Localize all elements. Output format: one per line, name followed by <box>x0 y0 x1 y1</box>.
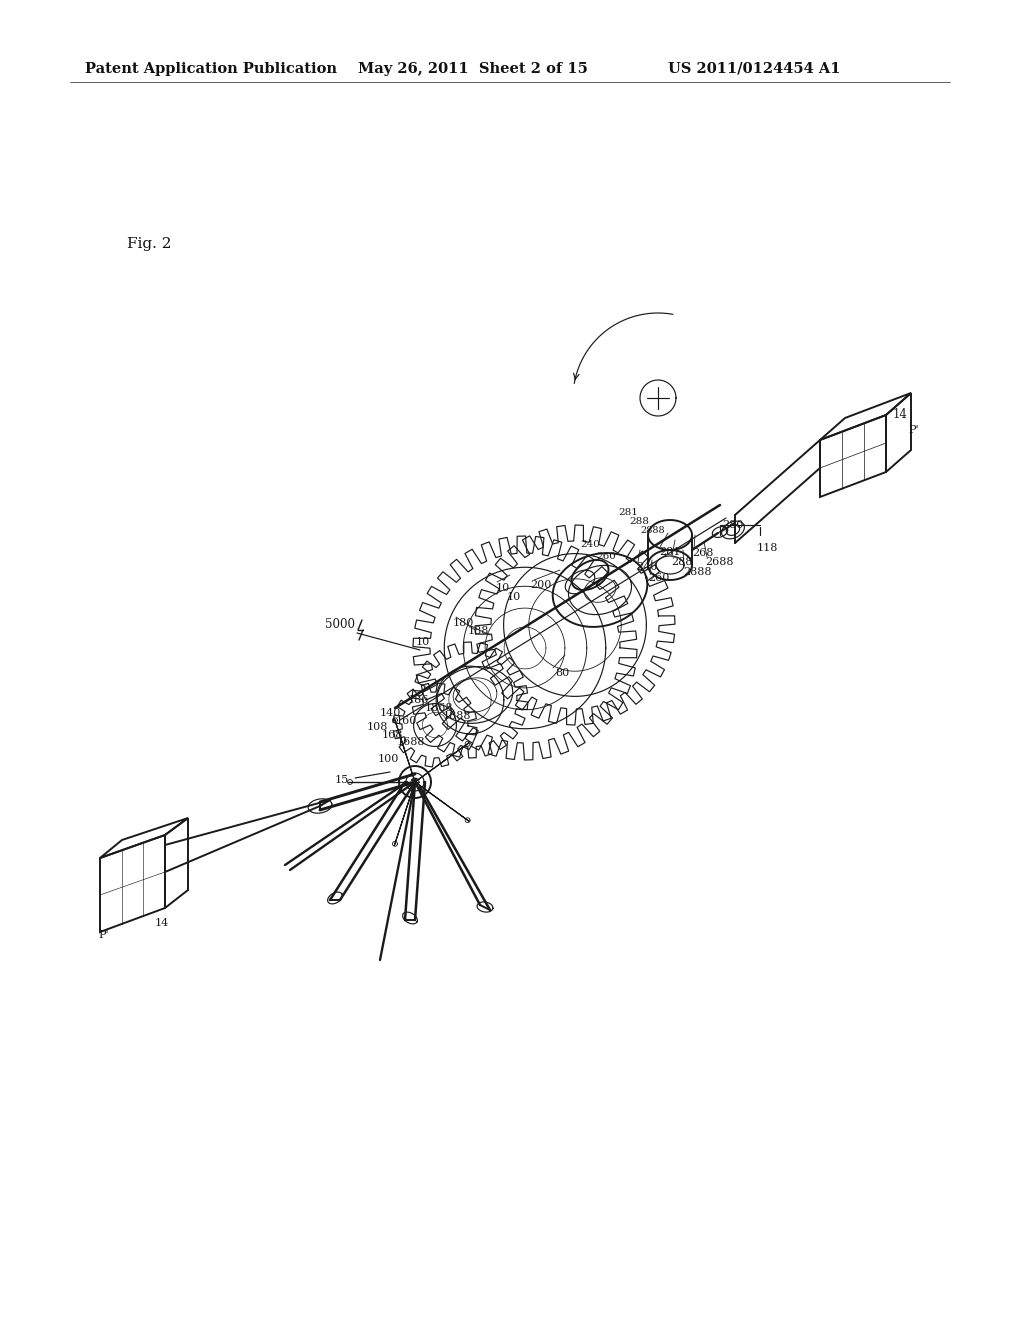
Text: 140: 140 <box>380 708 401 718</box>
Text: 240: 240 <box>580 540 600 549</box>
Text: 10: 10 <box>507 591 521 602</box>
Text: 1688: 1688 <box>397 737 426 747</box>
Text: Fig. 2: Fig. 2 <box>127 238 171 251</box>
Text: 80: 80 <box>555 668 569 678</box>
Text: 108: 108 <box>367 722 388 733</box>
Text: 2888: 2888 <box>640 525 665 535</box>
Text: 1868: 1868 <box>425 704 454 713</box>
Text: 288: 288 <box>671 557 692 568</box>
Text: 14: 14 <box>893 408 908 421</box>
Text: 2688: 2688 <box>705 557 733 568</box>
Text: 200: 200 <box>530 579 551 590</box>
Text: 168: 168 <box>382 730 403 741</box>
Text: 1888: 1888 <box>443 711 471 721</box>
Text: 260: 260 <box>648 573 670 583</box>
Text: 10: 10 <box>496 583 510 593</box>
Text: 100: 100 <box>378 754 399 764</box>
Text: P': P' <box>908 425 919 436</box>
Text: 281: 281 <box>659 546 680 557</box>
Text: P': P' <box>98 931 109 940</box>
Text: 268: 268 <box>692 548 714 558</box>
Text: 10: 10 <box>416 638 430 647</box>
Text: 260: 260 <box>596 552 615 561</box>
Text: 288: 288 <box>629 517 649 525</box>
Text: 180: 180 <box>453 618 474 628</box>
Text: May 26, 2011  Sheet 2 of 15: May 26, 2011 Sheet 2 of 15 <box>358 62 588 77</box>
Text: 14: 14 <box>155 917 169 928</box>
Text: 118: 118 <box>757 543 778 553</box>
Text: 5000: 5000 <box>325 618 355 631</box>
Text: US 2011/0124454 A1: US 2011/0124454 A1 <box>668 62 841 77</box>
Text: 186: 186 <box>408 696 429 705</box>
Text: 15: 15 <box>335 775 349 785</box>
Text: 2888: 2888 <box>683 568 712 577</box>
Text: 280: 280 <box>722 520 743 531</box>
Text: 188: 188 <box>468 626 489 636</box>
Text: 160: 160 <box>396 715 418 726</box>
Text: Patent Application Publication: Patent Application Publication <box>85 62 337 77</box>
Text: 281: 281 <box>618 508 638 517</box>
Text: 240: 240 <box>636 562 657 572</box>
